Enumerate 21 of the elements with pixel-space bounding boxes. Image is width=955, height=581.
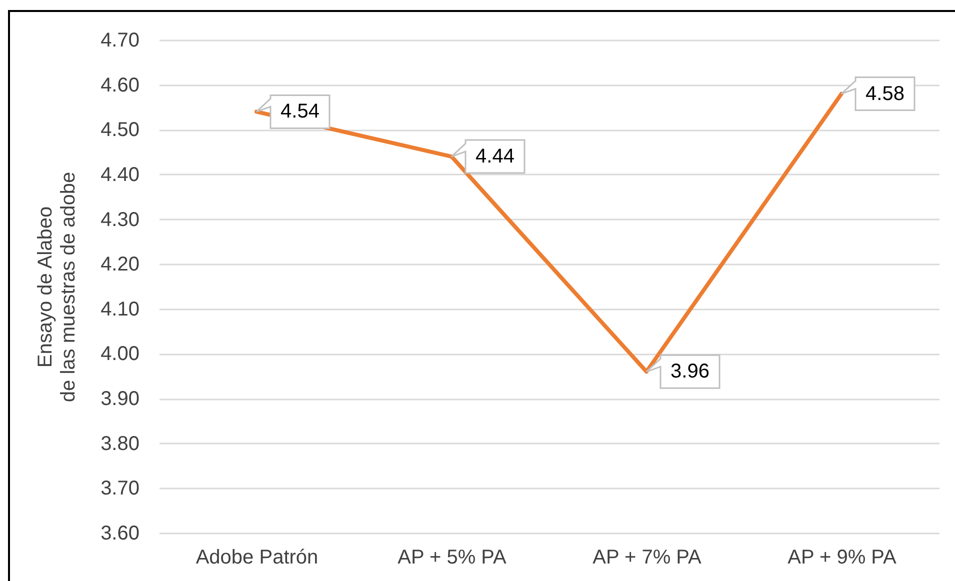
y-tick-label: 3.60 [100,522,140,544]
y-tick-label: 4.70 [100,30,140,52]
y-axis-title: Ensayo de Alabeo de las muestras de adobe [34,172,80,402]
y-tick-label: 4.50 [100,119,140,142]
y-tick-label: 4.60 [100,74,140,96]
y-tick-label: 4.20 [100,254,140,276]
x-tick-label: AP + 5% PA [398,546,508,568]
x-tick-label: AP + 9% PA [788,546,898,568]
y-tick-label: 3.90 [100,388,140,410]
data-label: 3.96 [670,360,710,383]
y-tick-label: 3.80 [100,432,140,455]
y-tick-label: 4.00 [100,343,140,366]
y-tick-label: 4.10 [100,298,140,320]
data-label: 4.58 [866,82,904,105]
y-tick-label: 4.30 [100,208,140,231]
y-tick-label: 4.40 [100,164,140,186]
data-label: 4.44 [476,146,514,168]
x-tick-label: Adobe Patrón [196,546,318,568]
x-tick-label: AP + 7% PA [592,546,702,568]
data-label: 4.54 [280,100,320,123]
y-tick-label: 3.70 [100,478,140,500]
